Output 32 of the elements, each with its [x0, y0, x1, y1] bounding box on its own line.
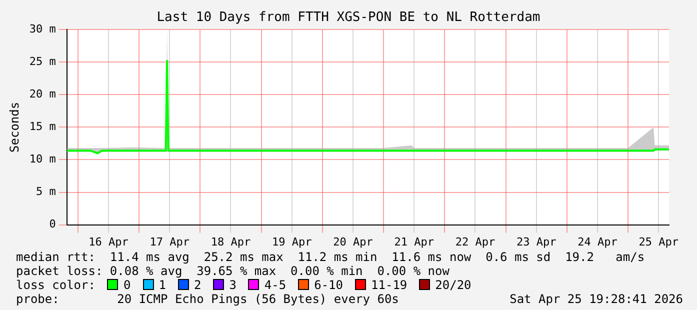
- legend-label: 3: [229, 278, 236, 292]
- x-tick-label: 20 Apr: [333, 235, 374, 248]
- legend-label: 20/20: [435, 278, 472, 292]
- legend-label: 2: [194, 278, 202, 292]
- x-tick-label: 18 Apr: [210, 235, 251, 248]
- y-tick-label: 0: [49, 218, 56, 231]
- text: median rtt: 11.4 ms avg 25.2 ms max 11.2 ms min 11.6 ms now 0.6 ms sd 19.2 am/s: [16, 250, 645, 264]
- x-tick-label: 25 Apr: [638, 235, 679, 248]
- text: Sat Apr 25 19:28:41 2026: [510, 292, 683, 306]
- y-axis-title: Seconds: [7, 102, 22, 152]
- legend-label: 4-5: [264, 278, 286, 292]
- x-tick-label: 17 Apr: [150, 235, 190, 248]
- y-tick-label: 25 m: [29, 54, 56, 68]
- y-tick-label: 20 m: [29, 88, 56, 101]
- x-tick-label: 24 Apr: [578, 235, 618, 248]
- y-tick-label: 10 m: [29, 152, 56, 166]
- chart-title: Last 10 Days from FTTH XGS-PON BE to NL Rotterdam: [156, 10, 540, 25]
- legend-label: 11-19: [371, 278, 408, 292]
- x-tick-label: 22 Apr: [455, 235, 496, 248]
- legend-label: 6-10: [314, 278, 344, 292]
- text: packet loss: 0.08 % avg 39.65 % max 0.00 % min 0.00 % now: [16, 264, 450, 278]
- x-tick-label: 21 Apr: [394, 235, 434, 248]
- x-tick-label: 19 Apr: [272, 235, 312, 248]
- y-tick-label: 5 m: [36, 185, 56, 198]
- x-tick-label: 23 Apr: [516, 235, 557, 248]
- x-tick-label: 16 Apr: [88, 235, 129, 248]
- legend-label: 0: [123, 278, 131, 292]
- y-tick-label: 15 m: [29, 120, 56, 134]
- legend-label: 1: [158, 278, 166, 292]
- text: probe: 20 ICMP Echo Pings (56 Bytes) every 60s: [16, 292, 399, 306]
- y-tick-label: 30 m: [29, 22, 56, 36]
- legend-title: loss color:: [16, 278, 96, 292]
